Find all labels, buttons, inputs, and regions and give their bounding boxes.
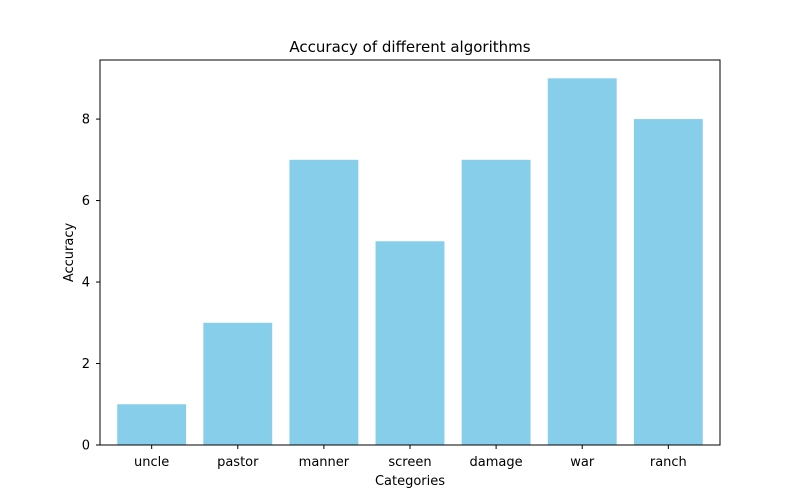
x-tick-label: pastor [217,455,259,470]
x-tick-label: uncle [134,455,169,470]
bar-uncle [117,404,187,445]
bar-screen [375,241,445,445]
y-tick-label: 8 [82,113,90,128]
x-tick-label: damage [470,455,523,470]
chart-title: Accuracy of different algorithms [289,38,530,56]
x-tick-label: screen [388,455,431,470]
x-tick-label: manner [299,455,350,470]
x-tick-label: war [570,455,595,470]
bar-pastor [203,322,273,445]
y-axis-label: Accuracy [62,223,77,283]
x-tick-label: ranch [650,455,687,470]
x-axis-label: Categories [375,474,445,489]
bar-damage [461,159,531,445]
y-tick-label: 0 [82,439,90,454]
y-tick-label: 2 [82,357,90,372]
x-ticks-group: uncle pastor manner screen damage war ranch [134,445,687,470]
y-tick-label: 6 [82,194,90,209]
bar-ranch [633,119,703,446]
y-tick-label: 4 [82,276,90,291]
bars-group [117,78,703,446]
bar-war [547,78,617,445]
bar-manner [289,159,359,445]
y-ticks-group: 0 2 4 6 8 [82,113,100,454]
